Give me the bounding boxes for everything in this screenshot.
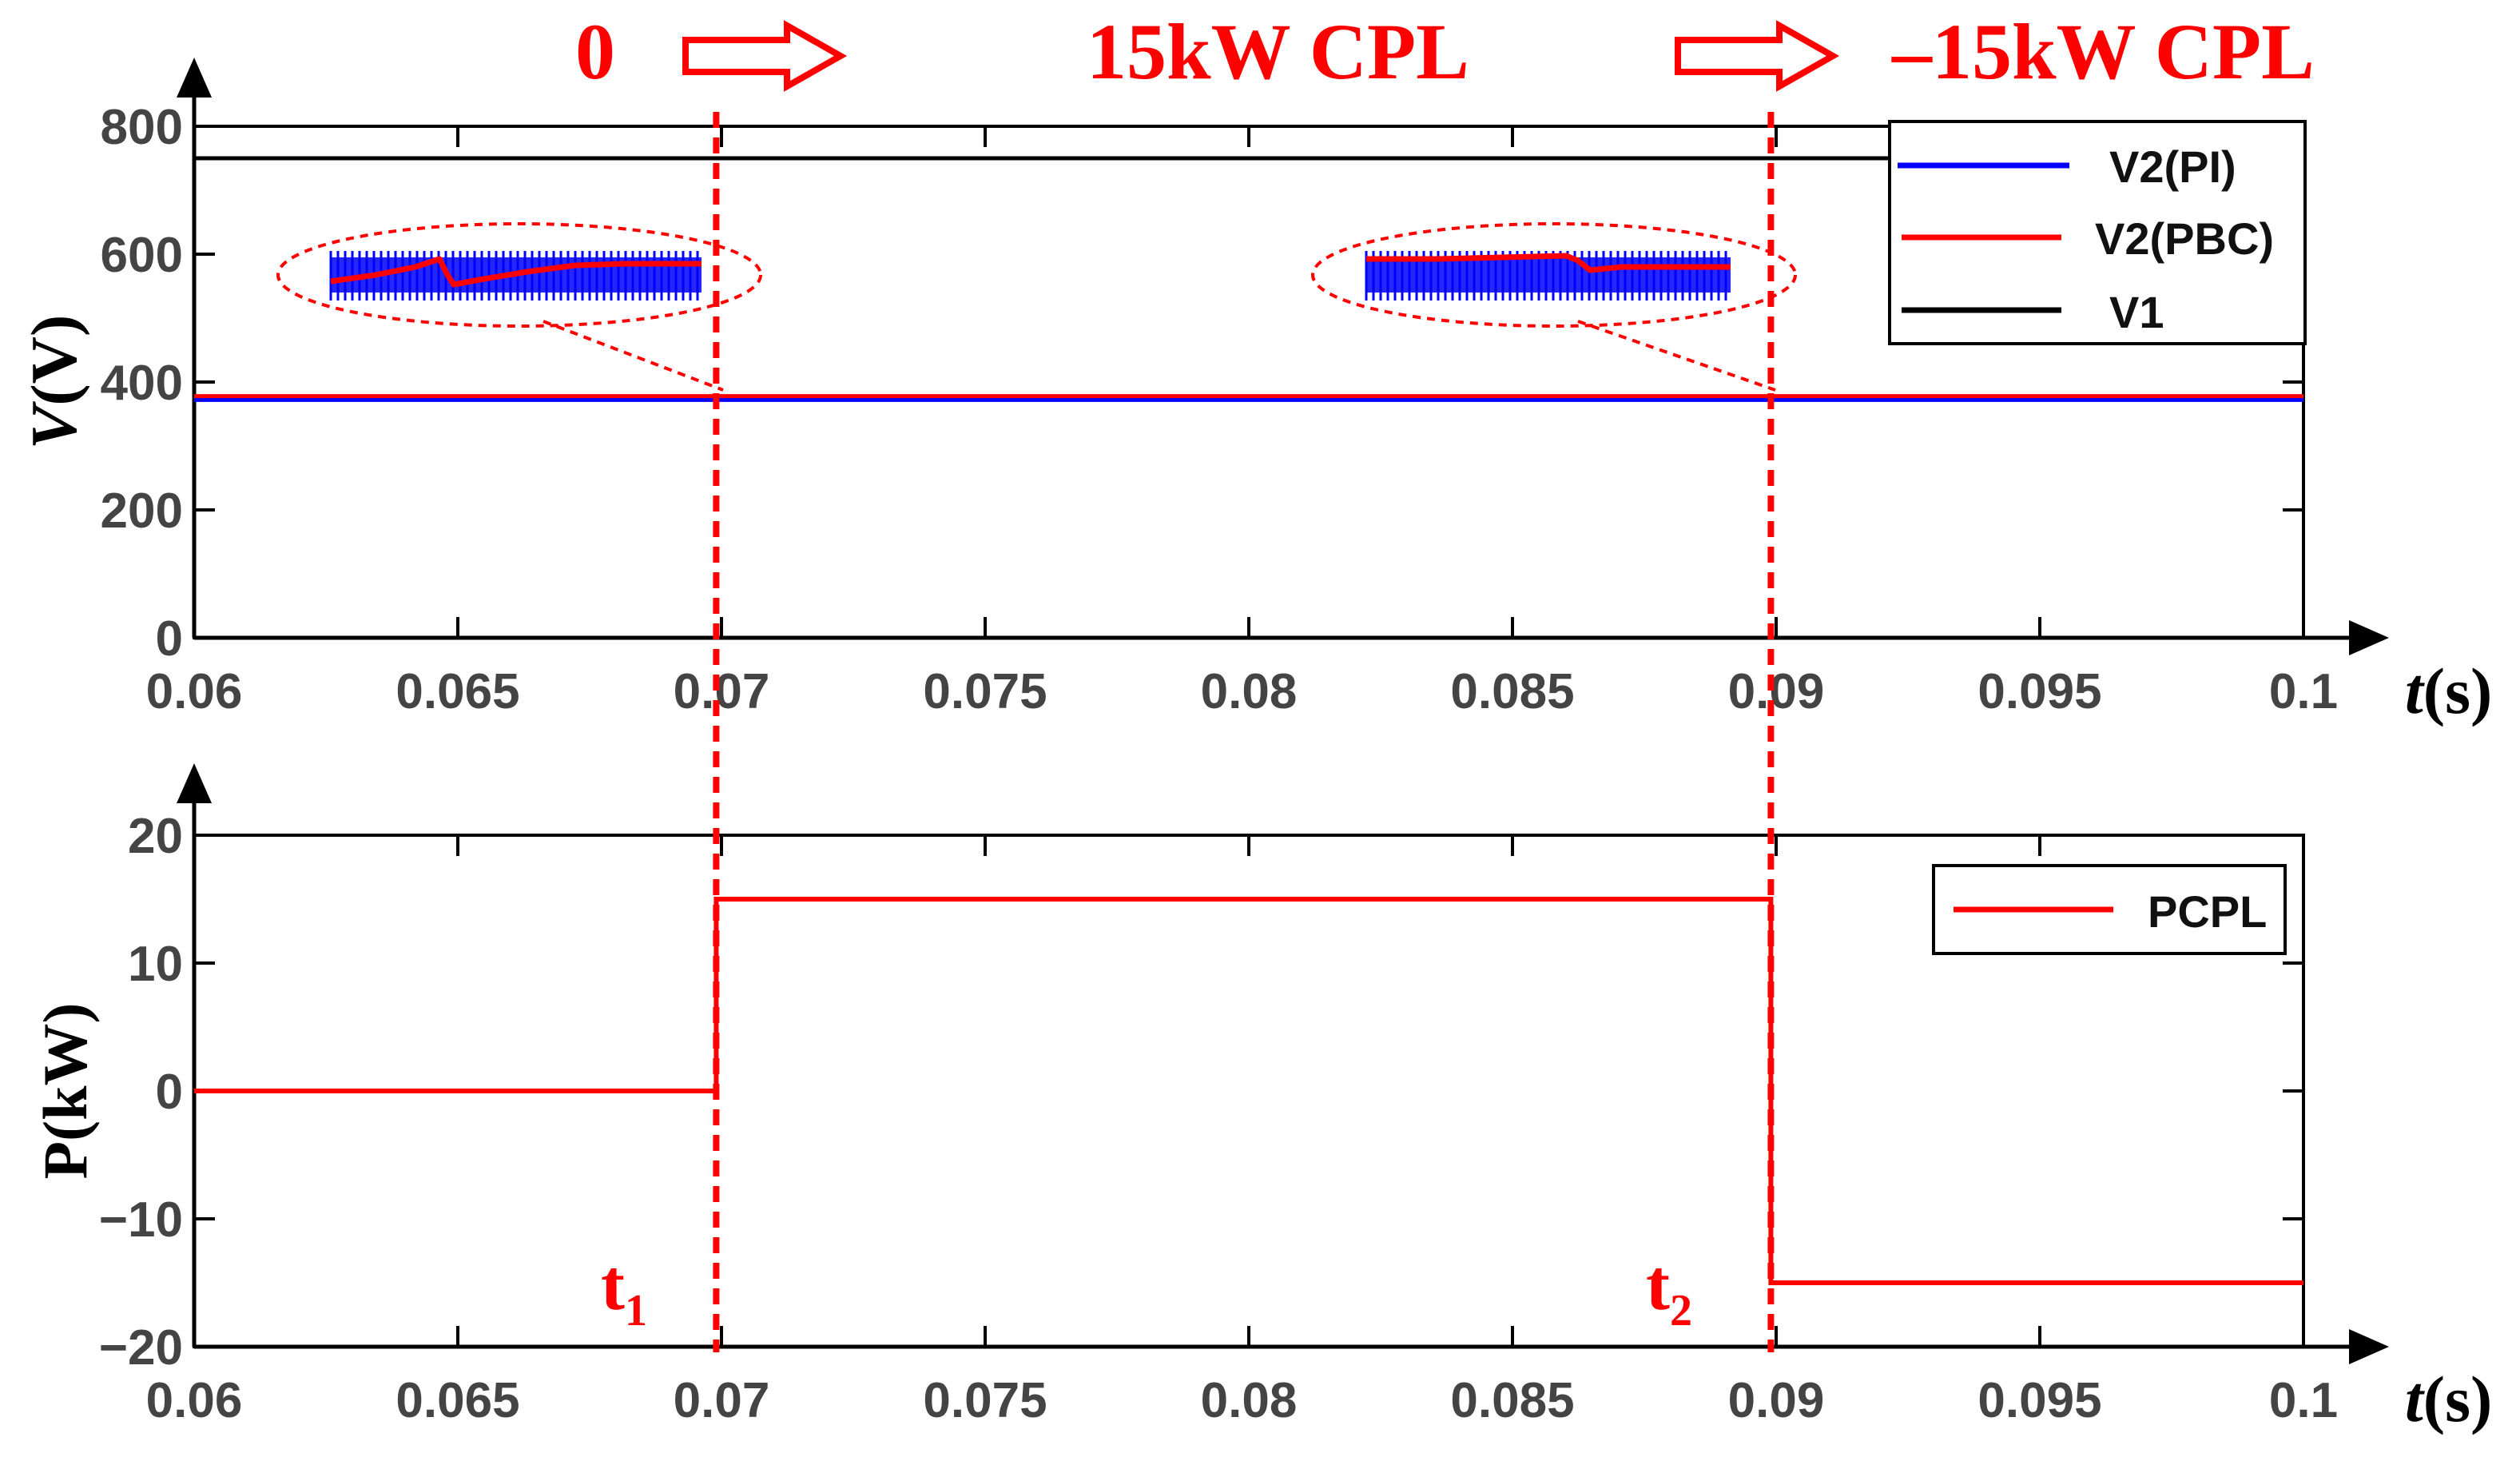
- legend-label-v1: V1: [2109, 287, 2164, 337]
- voltage-xtick-label: 0.1: [2269, 664, 2338, 719]
- zoom-ellipse-left: [276, 222, 762, 328]
- voltage-ytick-label: 200: [101, 484, 183, 539]
- voltage-xtick-label: 0.08: [1201, 664, 1298, 719]
- power-xtick-label: 0.09: [1728, 1373, 1825, 1428]
- phase-arrow-2-icon: [1675, 20, 1840, 92]
- legend-label-v2-pi: V2(PI): [2109, 141, 2236, 192]
- phase-label-1: 15kW CPL: [1087, 7, 1469, 96]
- power-ytick-label: −20: [99, 1320, 183, 1375]
- voltage-legend-box: [1888, 120, 2307, 345]
- voltage-plot: 0.06 0.065 0.07 0.075 0.08 0.085 0.09 0.095 0.1 0…: [18, 58, 2492, 727]
- voltage-xtick-label: 0.07: [674, 664, 770, 719]
- event-label-t1-sub: 1: [625, 1286, 647, 1336]
- voltage-x-axis-title: t(s): [2405, 655, 2492, 727]
- voltage-y-axis-title: V(V): [18, 315, 90, 450]
- power-ytick-label: 20: [128, 809, 183, 864]
- zoom-ellipse-right: [1311, 222, 1797, 328]
- power-legend: PCPL: [1932, 864, 2287, 955]
- event-label-t1-main: t: [601, 1246, 625, 1325]
- zoom-leader-right: [1577, 320, 1776, 392]
- voltage-xtick-label: 0.075: [923, 664, 1047, 719]
- zoom-inset-right-trace: [1366, 253, 1731, 273]
- voltage-ytick-label: 800: [101, 100, 183, 155]
- voltage-x-axis-title-var: t: [2405, 655, 2425, 727]
- power-ytick-label: −10: [99, 1192, 183, 1248]
- power-x-axis-title-var: t: [2405, 1363, 2425, 1435]
- power-xtick-label: 0.075: [923, 1373, 1047, 1428]
- phase-arrow-1-icon: [682, 20, 848, 92]
- power-xtick-label: 0.085: [1450, 1373, 1574, 1428]
- power-y-axis-title: P(kW): [30, 1003, 100, 1180]
- power-ytick-label: 0: [156, 1065, 183, 1120]
- power-x-axis-title: t(s): [2405, 1363, 2492, 1435]
- phase-label-2: –15kW CPL: [1891, 7, 2315, 96]
- voltage-y-axis-title-unit: (V): [18, 315, 90, 406]
- voltage-xtick-label: 0.065: [395, 664, 519, 719]
- power-xtick-label: 0.08: [1201, 1373, 1298, 1428]
- event-label-t2-main: t: [1646, 1246, 1670, 1325]
- power-ytick-label: 10: [128, 937, 183, 992]
- power-x-arrow-icon: [2349, 1329, 2389, 1364]
- voltage-ytick-label: 400: [101, 356, 183, 411]
- event-label-t2-sub: 2: [1670, 1286, 1692, 1336]
- power-xtick-label: 0.065: [395, 1373, 519, 1428]
- power-xtick-label: 0.06: [146, 1373, 243, 1428]
- power-plot: 0.06 0.065 0.07 0.075 0.08 0.085 0.09 0.095 0.1 2…: [30, 763, 2492, 1435]
- power-xtick-label: 0.07: [674, 1373, 770, 1428]
- voltage-ytick-label: 600: [101, 228, 183, 283]
- power-xtick-label: 0.095: [1977, 1373, 2101, 1428]
- event-label-t1: t1: [601, 1246, 647, 1336]
- event-label-t2: t2: [1646, 1246, 1692, 1336]
- voltage-ytick-label: 0: [156, 611, 183, 667]
- voltage-xtick-label: 0.09: [1728, 664, 1825, 719]
- voltage-y-arrow-icon: [177, 58, 212, 98]
- voltage-x-axis-title-unit: (s): [2423, 655, 2493, 727]
- voltage-xtick-label: 0.085: [1450, 664, 1574, 719]
- zoom-inset-left: [329, 251, 702, 301]
- phase-header: 0 15kW CPL –15kW CPL: [575, 7, 2315, 96]
- power-x-axis-title-unit: (s): [2423, 1363, 2493, 1435]
- voltage-y-axis-title-var: V: [18, 400, 90, 449]
- voltage-x-arrow-icon: [2349, 620, 2389, 655]
- legend-label-pcpl: PCPL: [2148, 886, 2267, 937]
- voltage-legend: V2(PI) V2(PBC) V1: [1888, 120, 2307, 345]
- zoom-inset-right-band: [1366, 257, 1731, 293]
- zoom-inset-left-trace: [330, 256, 702, 288]
- voltage-xtick-label: 0.095: [1977, 664, 2101, 719]
- legend-label-v2-pbc: V2(PBC): [2095, 213, 2274, 264]
- voltage-xtick-label: 0.06: [146, 664, 243, 719]
- zoom-inset-right: [1365, 251, 1731, 301]
- phase-label-0: 0: [575, 7, 615, 96]
- power-xtick-label: 0.1: [2269, 1373, 2338, 1428]
- zoom-leader-left: [543, 320, 724, 392]
- power-y-arrow-icon: [177, 763, 212, 803]
- series-line-pcpl: [194, 897, 2303, 1285]
